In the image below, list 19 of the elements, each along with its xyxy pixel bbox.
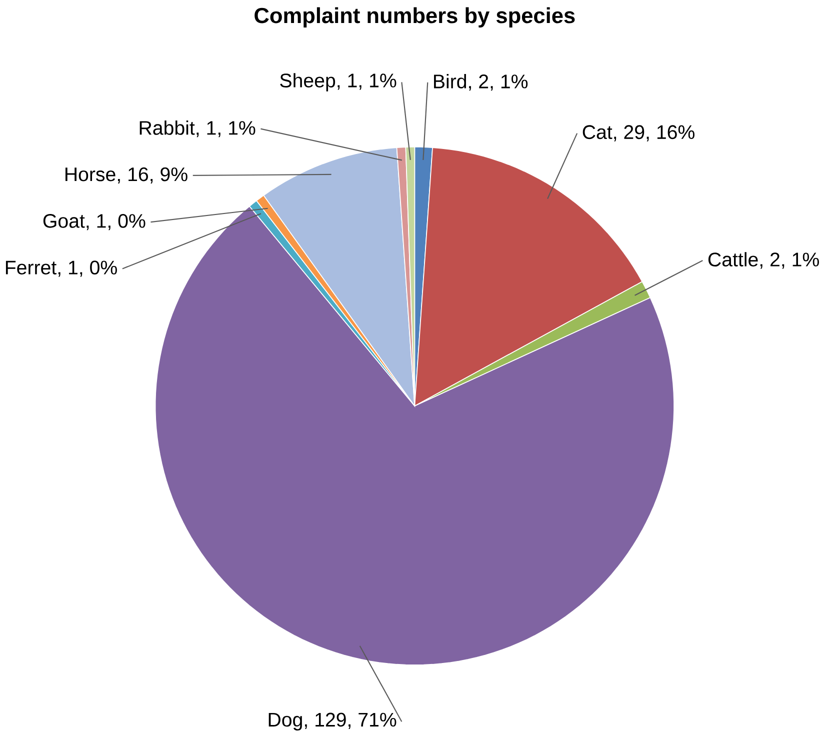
data-label: , 29, 16%: [614, 125, 694, 142]
slice-label: Cattle: [708, 252, 758, 267]
slice-label: Cat: [582, 125, 612, 140]
data-label: , 2, 1%: [760, 252, 819, 269]
data-label: , 1, 1%: [338, 74, 396, 90]
data-label: , 1, 1%: [196, 121, 256, 138]
data-label: , 16, 9%: [118, 167, 188, 184]
slice-label: Sheep: [280, 73, 336, 92]
data-label: , 2, 1%: [469, 74, 528, 91]
slice-label: Dog: [268, 713, 302, 731]
data-label: , 1, 0%: [58, 260, 117, 277]
slice-label: Rabbit: [140, 120, 195, 135]
slice-label: Bird: [434, 74, 466, 88]
slice-label: Horse: [66, 168, 116, 182]
chart-title: Complaint numbers by species: [254, 7, 575, 28]
slice-label: Goat: [43, 214, 85, 228]
slice-label: Ferret: [6, 260, 56, 275]
data-label: , 1, 0%: [86, 214, 146, 230]
data-label: , 129, 71%: [304, 712, 396, 730]
